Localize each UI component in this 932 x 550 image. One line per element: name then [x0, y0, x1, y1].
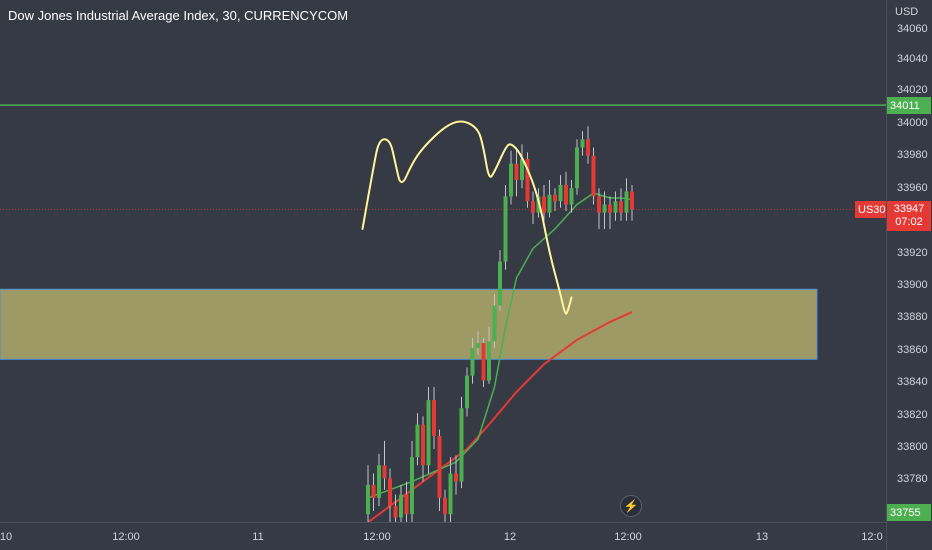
price-axis[interactable]: USD 34060 34040 34020 34000 33980 33960 … [886, 0, 932, 550]
candle-body [520, 158, 524, 181]
bar-countdown: 07:02 [895, 216, 923, 228]
candle-body [399, 494, 403, 518]
candle-body [619, 201, 623, 213]
candle-body [613, 201, 618, 213]
candle-body [371, 484, 376, 498]
time-tick: 12:00 [363, 531, 391, 543]
candle-body [454, 473, 458, 482]
candle-body [624, 191, 629, 213]
price-tick: 33900 [897, 279, 928, 291]
price-tick: 33920 [897, 247, 928, 259]
price-tick: 33840 [897, 376, 928, 388]
candle-body [421, 424, 425, 466]
last-price: 33947 [893, 203, 925, 215]
demand-zone [0, 288, 818, 360]
price-tick: 34020 [897, 84, 928, 96]
time-tick: 12:00 [614, 531, 642, 543]
candle-body [597, 196, 601, 213]
slow-moving-average [367, 311, 633, 522]
lightning-icon[interactable]: ⚡ [620, 495, 642, 517]
candle-body [498, 261, 502, 306]
candle-body [448, 473, 453, 515]
time-axis[interactable]: 10 12:00 11 12:00 12 12:00 13 12:0 [0, 522, 886, 550]
last-price-tag: 33947 07:02 [887, 201, 931, 231]
candle-body [487, 341, 491, 381]
candle-body [531, 201, 535, 213]
candle-body [608, 204, 612, 213]
candle-body [366, 484, 370, 515]
candle-body [542, 196, 546, 213]
symbol-tag: US30 [855, 201, 886, 218]
time-tick: 12:00 [112, 531, 140, 543]
candle-body [602, 204, 607, 213]
candle-body [393, 506, 398, 518]
candle-body [382, 465, 387, 479]
bottom-price-tag: 33755 [887, 504, 931, 521]
price-tick: 33820 [897, 409, 928, 421]
candle-body [514, 163, 519, 181]
candle-body [476, 343, 480, 348]
candle-body [465, 375, 469, 409]
level-price-tag: 34011 [887, 97, 931, 114]
candle-body [553, 194, 557, 202]
candle-body [580, 139, 585, 148]
candle-body [377, 465, 381, 498]
candle-body [459, 408, 464, 482]
candle-body [437, 435, 442, 498]
candle-body [564, 184, 568, 205]
price-tick: 33860 [897, 344, 928, 356]
candle-body [591, 155, 596, 197]
chart-title: Dow Jones Industrial Average Index, 30, … [8, 8, 349, 23]
candle-body [432, 400, 436, 436]
price-tick: 33960 [897, 182, 928, 194]
time-tick: 12 [503, 531, 517, 543]
candle-body [630, 191, 634, 210]
candle-body [470, 347, 475, 376]
candle-body [575, 147, 579, 189]
price-tick: 34060 [897, 23, 928, 35]
candle-body [569, 188, 574, 205]
candle-body [410, 457, 414, 515]
candle-body [443, 497, 447, 515]
candle-body [558, 184, 563, 202]
price-tick: 33980 [897, 149, 928, 161]
price-tick: 33800 [897, 441, 928, 453]
candle-body [388, 478, 392, 507]
candle-body [481, 343, 486, 381]
candle-body [547, 194, 552, 213]
chart-area[interactable]: Dow Jones Industrial Average Index, 30, … [0, 0, 886, 522]
time-tick: 12:0 [861, 531, 883, 543]
candle-body [404, 494, 409, 515]
candle-body [525, 158, 530, 202]
candle-body [415, 424, 420, 458]
time-tick: 11 [252, 531, 264, 543]
time-tick: 13 [755, 531, 769, 543]
candle-body [426, 400, 431, 466]
price-tick: 33880 [897, 311, 928, 323]
time-tick: 10 [0, 531, 13, 543]
price-tick: 34000 [897, 117, 928, 129]
candle-body [586, 139, 590, 156]
currency-label: USD [895, 6, 919, 18]
price-tick: 33780 [897, 473, 928, 485]
head-and-shoulders-drawing [361, 120, 573, 315]
candle-body [509, 163, 513, 197]
price-tick: 34040 [897, 53, 928, 65]
candle-body [503, 196, 508, 262]
candle-body [492, 305, 497, 342]
price-chart[interactable] [0, 0, 886, 522]
